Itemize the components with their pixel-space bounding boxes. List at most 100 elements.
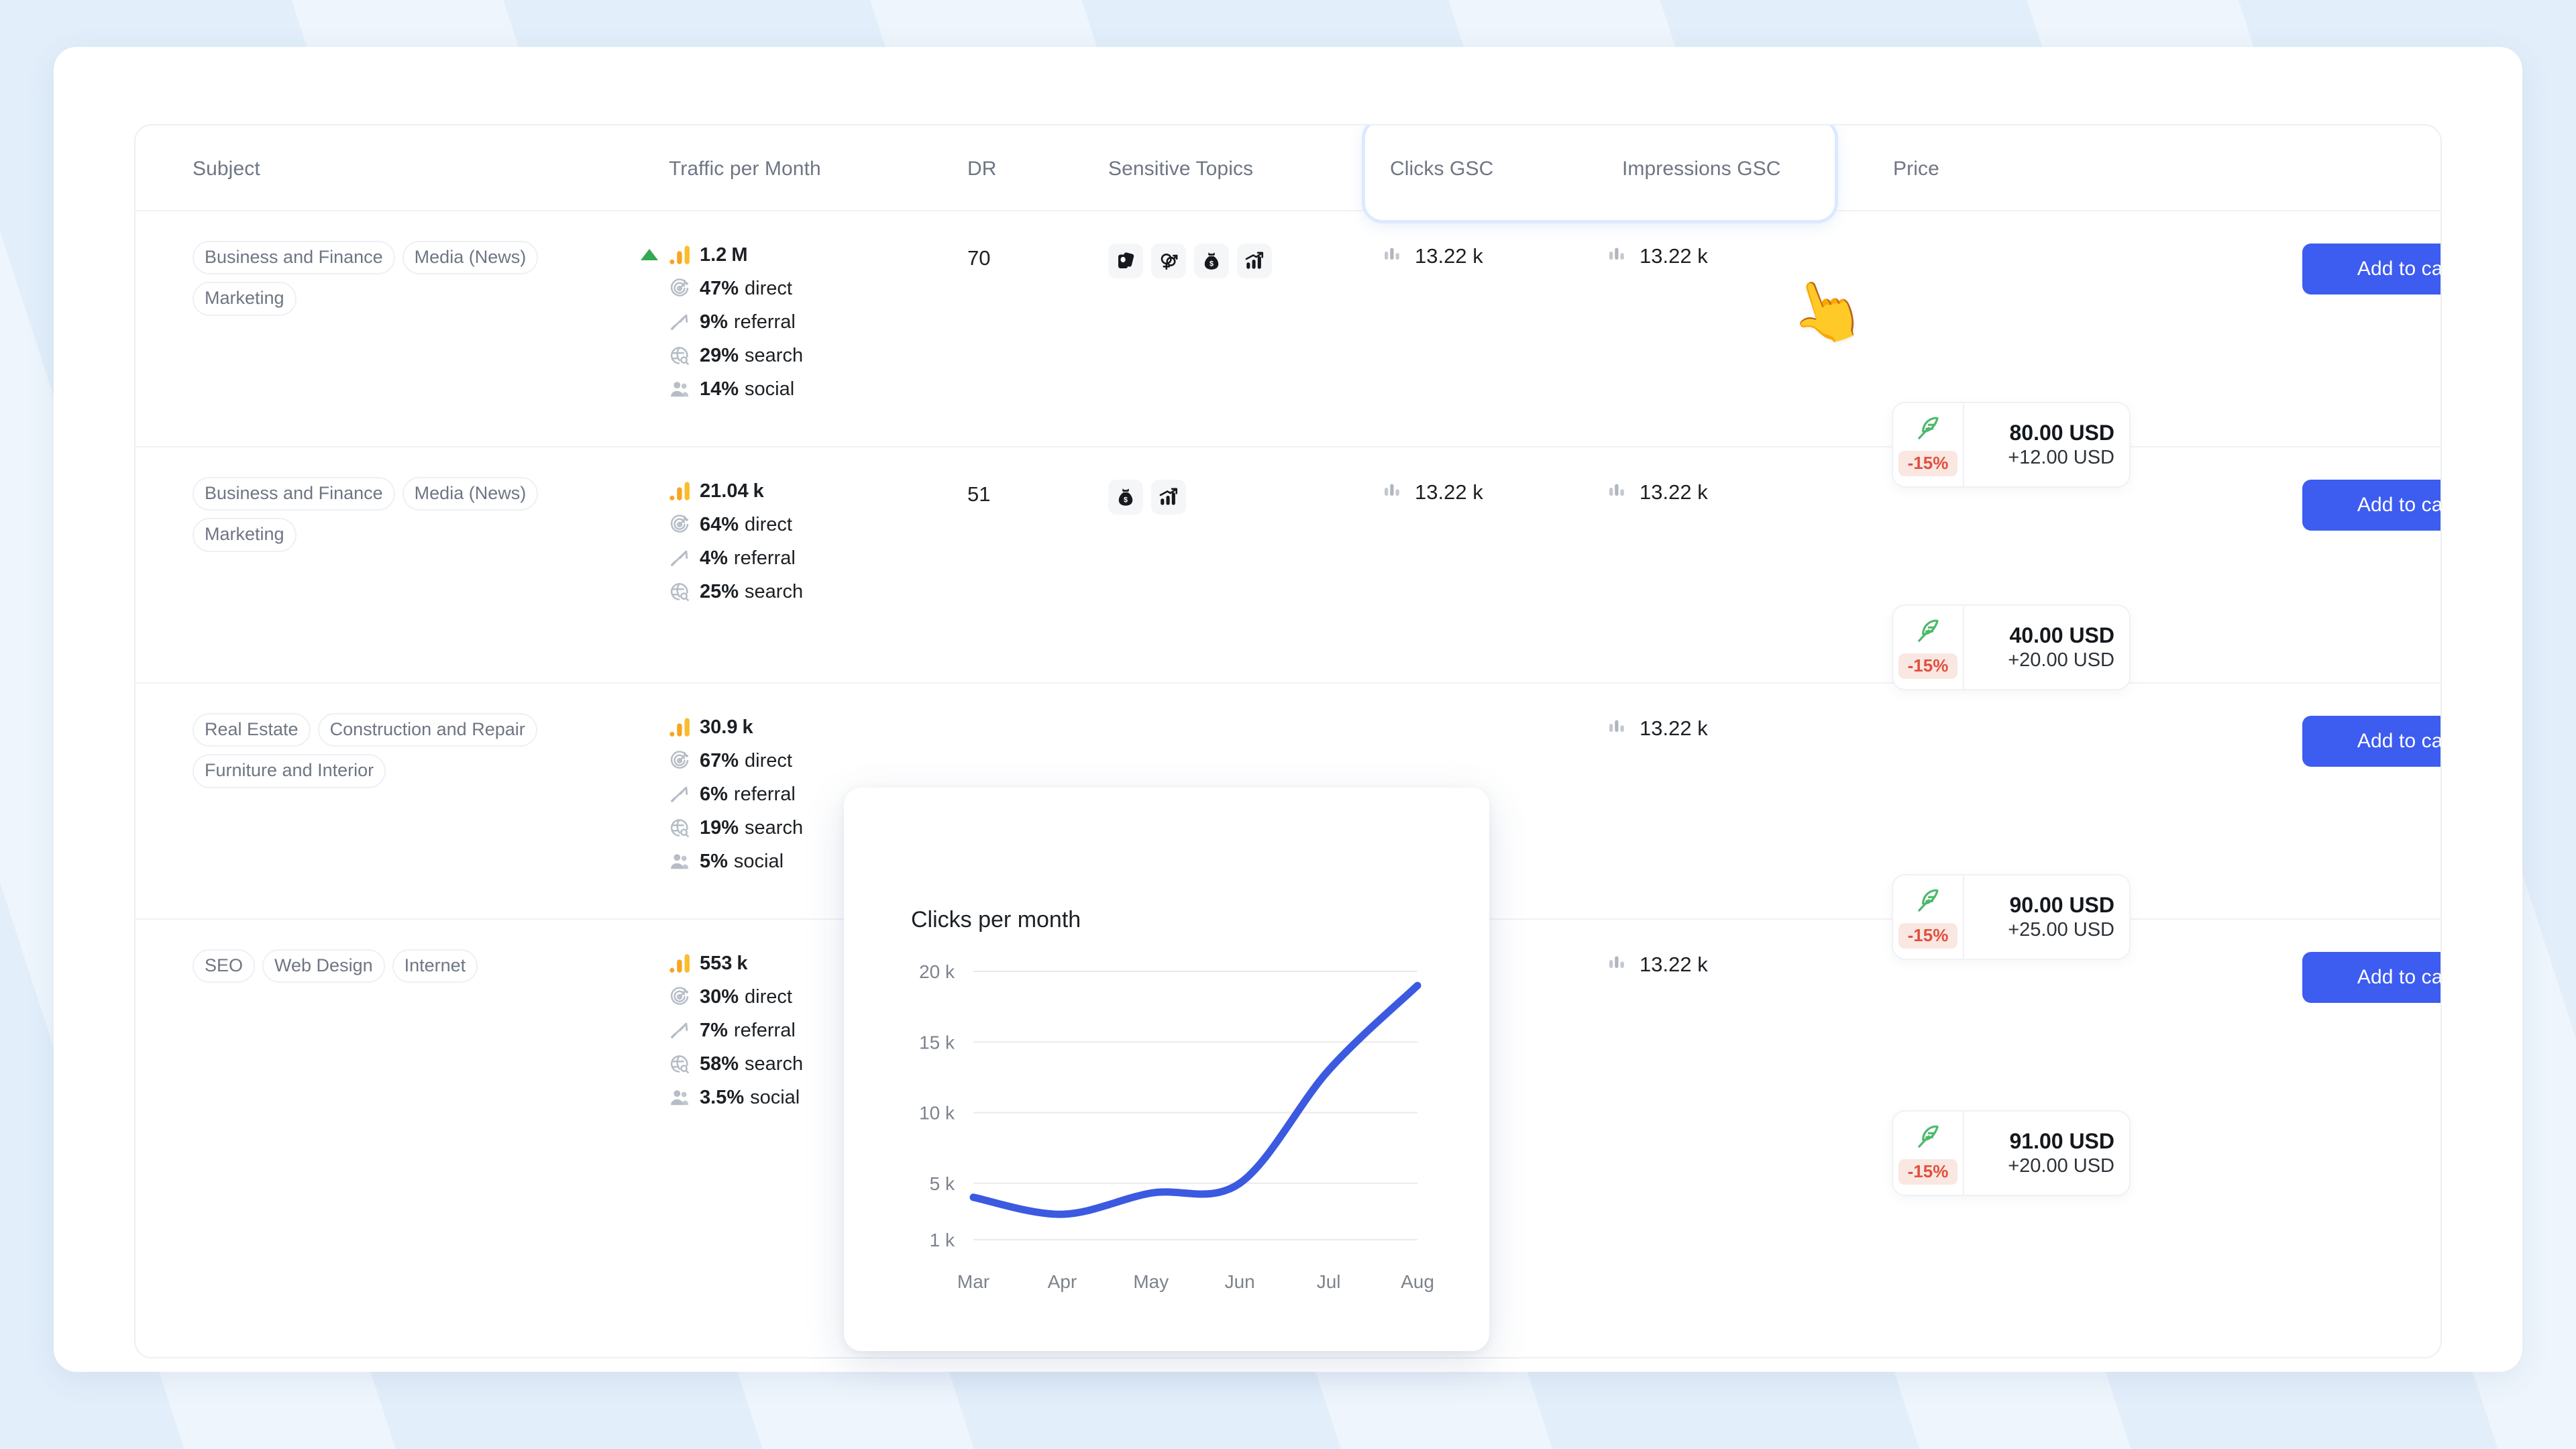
traffic-breakdown-label: social [750, 1086, 800, 1108]
traffic-total-value: 553 [700, 952, 733, 974]
add-to-cart-button[interactable]: Add to cart [2302, 244, 2440, 294]
traffic-total: 1.2 M [669, 238, 957, 272]
table-row[interactable]: Real Estate Construction and Repair Furnit… [136, 684, 2440, 959]
growth-chart-icon[interactable] [1237, 244, 1272, 278]
traffic-breakdown-value: 5% [700, 850, 728, 872]
subject-tag[interactable]: Marketing [193, 518, 297, 552]
impressions-gsc-value: 13.22 k [1640, 953, 1708, 976]
clicks-line-chart: 1 k 5 k 10 k 15 k 20 k Mar Apr May Jun Jul Aug [919, 961, 1434, 1292]
traffic-breakdown-label: direct [745, 513, 792, 535]
price-card[interactable]: -15% 80.00 USD +12.00 USD [1893, 403, 2129, 486]
page-card: Subject Traffic per Month DR Sensitive T… [54, 47, 2522, 1372]
money-bag-icon[interactable]: $ [1108, 480, 1143, 515]
chart-y-tick: 5 k [930, 1173, 955, 1194]
column-header-traffic[interactable]: Traffic per Month [669, 158, 821, 180]
add-to-cart-button[interactable]: Add to cart [2302, 952, 2440, 1003]
referral-arrow-icon [669, 1020, 700, 1041]
impressions-gsc-value: 13.22 k [1640, 716, 1708, 740]
price-card[interactable]: -15% 91.00 USD +20.00 USD [1893, 1112, 2129, 1195]
traffic-breakdown-value: 58% [700, 1053, 739, 1075]
subject-tags: SEO Web Design Internet [193, 949, 568, 983]
chart-y-tick: 10 k [919, 1103, 955, 1124]
chart-y-tick: 20 k [919, 961, 955, 982]
table-row[interactable]: Business and Finance Media (News) Marketin… [136, 447, 2440, 689]
traffic-breakdown-value: 67% [700, 749, 739, 771]
subject-tag[interactable]: Media (News) [402, 477, 539, 511]
people-icon [669, 851, 700, 872]
table-row[interactable]: Business and Finance Media (News) Marketin… [136, 211, 2440, 537]
price-card-right: 40.00 USD +20.00 USD [1964, 606, 2129, 689]
subject-cell: Real Estate Construction and Repair Furnit… [193, 713, 582, 788]
impressions-gsc-value: 13.22 k [1640, 244, 1708, 268]
globe-search-icon [669, 817, 700, 839]
listings-table: Subject Traffic per Month DR Sensitive T… [134, 124, 2442, 1358]
clicks-gsc-value: 13.22 k [1415, 480, 1483, 504]
price-main: 91.00 USD [2009, 1129, 2114, 1153]
subject-tag[interactable]: Business and Finance [193, 477, 395, 511]
subject-tag[interactable]: Marketing [193, 282, 297, 316]
table-row[interactable]: SEO Web Design Internet 553 k 30% direct 7% refe… [136, 920, 2440, 1195]
clicks-chart-popover: Clicks per month 1 k 5 k 10 k 15 k 20 k Mar Ap… [844, 788, 1489, 1351]
traffic-breakdown-value: 29% [700, 344, 739, 366]
action-cell: Add to cart [2302, 952, 2440, 1003]
table-header-row: Subject Traffic per Month DR Sensitive T… [136, 125, 2440, 220]
traffic-breakdown-row: 5% social [669, 845, 957, 878]
impressions-gsc-value: 13.22 k [1640, 480, 1708, 504]
traffic-breakdown-label: social [733, 850, 784, 872]
subject-tag[interactable]: Real Estate [193, 713, 311, 747]
column-header-impressions-gsc[interactable]: Impressions GSC [1622, 158, 1781, 180]
clicks-gsc-cell: 13.22 k [1383, 480, 1585, 505]
chart-y-tick: 15 k [919, 1032, 955, 1053]
subject-tag[interactable]: Media (News) [402, 241, 539, 275]
price-card-left: -15% [1893, 606, 1964, 689]
ga-bars-icon [669, 480, 700, 502]
chart-x-tick: Mar [957, 1271, 989, 1292]
target-icon [669, 278, 700, 299]
subject-tag[interactable]: Furniture and Interior [193, 754, 386, 788]
traffic-breakdown-value: 30% [700, 985, 739, 1008]
column-header-subject[interactable]: Subject [193, 158, 260, 180]
traffic-breakdown-row: 14% social [669, 372, 957, 406]
growth-chart-icon[interactable] [1151, 480, 1186, 515]
price-card[interactable]: -15% 40.00 USD +20.00 USD [1893, 606, 2129, 689]
subject-tag[interactable]: SEO [193, 949, 256, 983]
traffic-breakdown-row: 19% search [669, 811, 957, 845]
traffic-breakdown-row: 9% referral [669, 305, 957, 339]
referral-arrow-icon [669, 311, 700, 333]
gsc-bars-icon [1608, 244, 1628, 269]
gender-icon[interactable] [1151, 244, 1186, 278]
traffic-total-unit: k [753, 480, 764, 502]
traffic-breakdown-label: search [745, 344, 804, 366]
gsc-bars-icon [1608, 716, 1628, 741]
chart-line-series [969, 981, 1421, 1218]
column-header-sensitive-topics[interactable]: Sensitive Topics [1108, 158, 1254, 180]
traffic-total-value: 30.9 [700, 716, 738, 738]
cards-icon[interactable] [1108, 244, 1143, 278]
subject-tag[interactable]: Web Design [262, 949, 385, 983]
column-header-clicks-gsc[interactable]: Clicks GSC [1390, 158, 1494, 180]
money-bag-icon[interactable]: $ [1194, 244, 1229, 278]
traffic-breakdown-value: 19% [700, 816, 739, 839]
subject-tag[interactable]: Internet [392, 949, 478, 983]
traffic-total-unit: k [737, 952, 748, 974]
subject-tags: Business and Finance Media (News) Marketin… [193, 477, 568, 552]
price-card[interactable]: -15% 90.00 USD +25.00 USD [1893, 875, 2129, 959]
traffic-total-unit: k [742, 716, 753, 738]
traffic-breakdown-value: 7% [700, 1019, 728, 1041]
column-header-dr[interactable]: DR [967, 158, 997, 180]
price-extra: +20.00 USD [2008, 649, 2114, 671]
add-to-cart-button[interactable]: Add to cart [2302, 716, 2440, 767]
traffic-cell: 553 k 30% direct 7% referral 58% search 3.5% soci… [669, 947, 957, 1114]
referral-arrow-icon [669, 547, 700, 569]
subject-tag[interactable]: Construction and Repair [317, 713, 537, 747]
traffic-breakdown-row: 30% direct [669, 980, 957, 1014]
column-header-price[interactable]: Price [1893, 158, 1939, 180]
subject-tags: Business and Finance Media (News) Marketin… [193, 241, 568, 316]
add-to-cart-button[interactable]: Add to cart [2302, 480, 2440, 531]
traffic-breakdown-row: 6% referral [669, 777, 957, 811]
price-cell: -15% 40.00 USD +20.00 USD [1893, 606, 2282, 689]
subject-cell: Business and Finance Media (News) Marketin… [193, 477, 582, 552]
feather-icon [1915, 887, 1941, 917]
subject-tags: Real Estate Construction and Repair Furnit… [193, 713, 568, 788]
subject-tag[interactable]: Business and Finance [193, 241, 395, 275]
